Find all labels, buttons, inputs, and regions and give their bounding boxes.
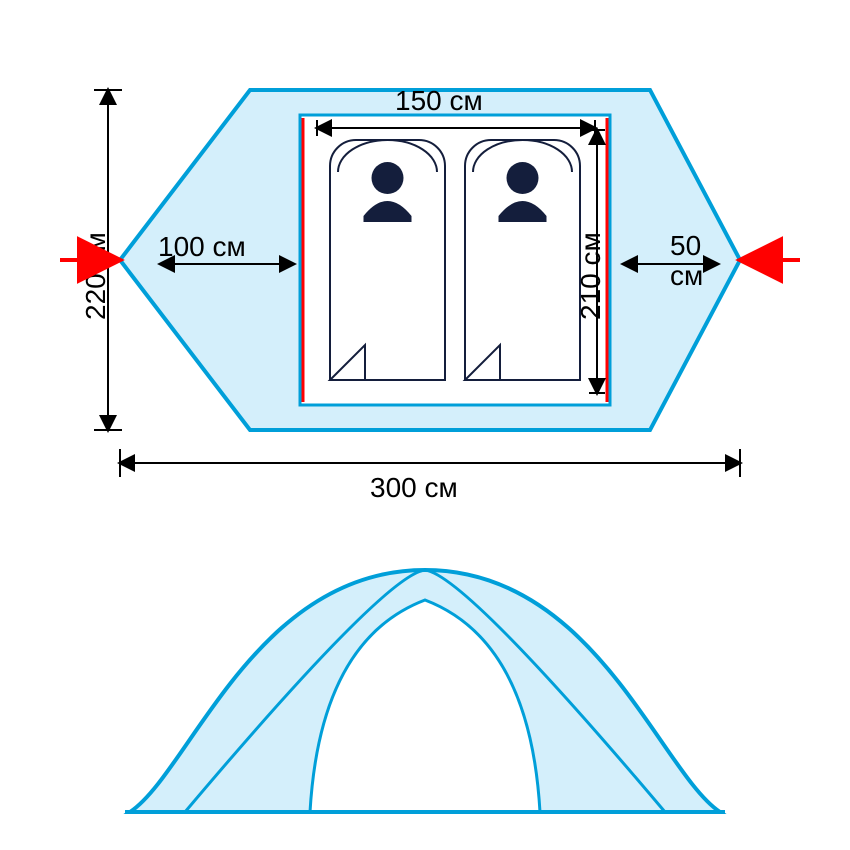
side-view xyxy=(125,570,725,812)
dimension-label: 210 см xyxy=(575,232,606,320)
person-icon xyxy=(330,140,445,380)
dimension-label: 50 xyxy=(670,230,701,261)
tent-diagram: beri.by 300 см220 см100 см50см150 см210 … xyxy=(0,0,850,850)
dimension-label: 220 см xyxy=(80,232,111,320)
person-icon xyxy=(465,140,580,380)
dimension-label: см xyxy=(670,260,703,291)
dimension-label: 300 см xyxy=(370,472,458,503)
dimension-label: 100 см xyxy=(158,231,246,262)
dimension-label: 150 см xyxy=(395,85,483,116)
